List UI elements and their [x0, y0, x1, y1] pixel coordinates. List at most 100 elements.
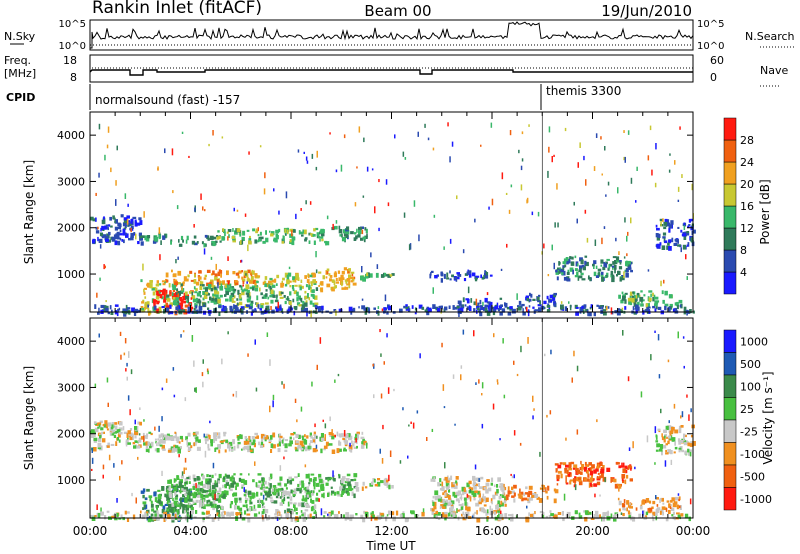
velocity-cell-1515	[655, 434, 658, 438]
power-cell-208	[227, 229, 232, 233]
velocity-cell-1919	[343, 490, 346, 493]
power-cell-1466	[350, 310, 353, 315]
power-cell-757	[192, 298, 197, 303]
velocity-cell-2028	[228, 447, 231, 452]
power-cell-1231	[692, 229, 696, 234]
power-cell-523	[254, 282, 257, 287]
power-colorbar-tick-5: 24	[740, 156, 754, 169]
velocity-cell-1049	[493, 484, 496, 488]
velocity-cell-979	[270, 499, 274, 503]
velocity-cell-81	[109, 432, 112, 436]
velocity-cell-357	[223, 431, 227, 435]
power-cell-1043	[561, 268, 565, 272]
power-cell-150	[281, 238, 285, 244]
velocity-cell-51	[105, 423, 109, 429]
velocity-cell-775	[336, 491, 340, 495]
power-cell-1398	[126, 309, 128, 313]
power-cell-878	[434, 275, 438, 279]
power-cell-535	[297, 277, 300, 281]
velocity-cell-320	[196, 446, 201, 451]
velocity-cell-332	[218, 444, 221, 448]
power-cell-442	[243, 275, 246, 279]
velocity-cell-885	[290, 496, 293, 499]
velocity-cell-1877	[508, 514, 512, 517]
velocity-cell-1970	[120, 354, 122, 360]
velocity-cell-2059	[258, 511, 260, 515]
power-cell-826	[308, 285, 311, 290]
velocity-cell-1862	[651, 514, 654, 518]
power-cell-1810	[516, 293, 518, 300]
velocity-cell-1489	[682, 440, 686, 444]
velocity-cell-924	[230, 501, 233, 505]
velocity-cell-1829	[299, 515, 301, 519]
power-cell-760	[224, 294, 227, 297]
velocity-cell-971	[290, 489, 293, 494]
power-cell-1807	[564, 127, 567, 132]
velocity-cell-345	[268, 438, 272, 442]
power-cell-121	[201, 241, 204, 245]
velocity-cell-1846	[229, 513, 231, 517]
power-cell-1628	[384, 294, 387, 302]
velocity-cell-715	[318, 477, 322, 480]
power-cell-1674	[104, 154, 106, 161]
velocity-cell-2026	[660, 408, 662, 414]
velocity-cell-2138	[444, 462, 446, 469]
power-cell-168	[321, 238, 324, 242]
power-cell-628	[387, 275, 391, 278]
velocity-cell-703	[195, 487, 199, 491]
velocity-cell-1409	[625, 474, 629, 479]
power-cell-744	[211, 297, 214, 302]
power-cell-126	[206, 235, 210, 240]
velocity-cell-390	[167, 436, 171, 441]
velocity-cell-1254	[513, 498, 516, 503]
freq-panel: Freq. [MHz] 18 8 60 0 Nave	[4, 54, 788, 87]
power-cell-251	[255, 228, 258, 232]
velocity-cell-874	[311, 505, 314, 509]
power-cell-885	[443, 273, 446, 279]
velocity-cell-733	[242, 479, 245, 482]
velocity-cell-2027	[610, 477, 612, 483]
velocity-cell-2053	[539, 451, 541, 457]
velocity-cell-2067	[500, 510, 502, 514]
velocity-cell-461	[180, 502, 182, 507]
power-cell-544	[280, 282, 284, 288]
power-cell-1291	[528, 305, 531, 308]
velocity-cell-816	[294, 507, 296, 512]
velocity-cell-1260	[531, 493, 535, 498]
velocity-cell-589	[261, 479, 263, 485]
velocity-cell-1343	[602, 476, 607, 482]
velocity-cell-805	[216, 509, 221, 515]
power-colorbar-swatch-3	[723, 205, 737, 229]
velocity-cell-1156	[442, 506, 446, 509]
power-cell-266	[343, 233, 346, 237]
power-cell-326	[151, 288, 155, 291]
velocity-cell-693	[174, 478, 177, 482]
power-cell-1498	[114, 304, 119, 307]
power-cell-707	[296, 302, 301, 306]
power-cell-1478	[193, 308, 196, 311]
power-cell-1718	[447, 122, 449, 127]
power-cell-253	[275, 233, 279, 238]
velocity-cell-1625	[680, 513, 684, 517]
velocity-cell-61	[97, 437, 102, 442]
velocity-cell-185	[281, 439, 284, 444]
power-cell-1795	[554, 222, 556, 228]
power-cell-1469	[303, 309, 307, 313]
power-cell-1389	[182, 309, 185, 312]
velocity-cell-602	[346, 492, 350, 496]
velocity-cell-59	[129, 432, 133, 436]
power-cell-554	[286, 279, 290, 285]
power-cell-1428	[161, 306, 165, 309]
nsky-label: N.Sky	[4, 30, 36, 43]
power-cell-1809	[110, 167, 112, 173]
power-cell-778	[231, 297, 234, 302]
velocity-cell-18	[132, 442, 136, 445]
velocity-cell-1128	[497, 508, 501, 512]
power-cell-129	[209, 235, 214, 240]
power-cell-527	[281, 280, 283, 285]
power-cell-594	[340, 274, 344, 279]
velocity-cell-1979	[565, 478, 567, 484]
velocity-cell-994	[289, 501, 293, 505]
power-cell-697	[191, 291, 194, 296]
velocity-cell-1912	[126, 376, 128, 381]
